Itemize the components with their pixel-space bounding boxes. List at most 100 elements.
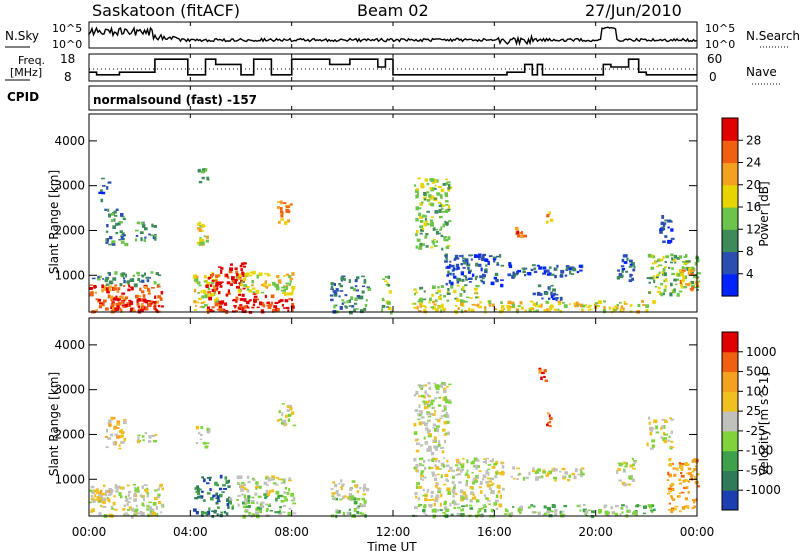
heatmap-cell bbox=[387, 284, 391, 287]
heatmap-cell bbox=[160, 511, 163, 514]
heatmap-cell bbox=[214, 302, 219, 307]
heatmap-cell bbox=[670, 488, 675, 491]
heatmap-cell bbox=[441, 304, 444, 307]
heatmap-cell bbox=[103, 484, 106, 488]
heatmap-cell bbox=[515, 270, 519, 275]
heatmap-cell bbox=[118, 429, 123, 433]
heatmap-cell bbox=[411, 303, 415, 305]
heatmap-cell bbox=[444, 192, 448, 196]
heatmap-cell bbox=[423, 401, 426, 405]
heatmap-cell bbox=[459, 293, 463, 297]
heatmap-cell bbox=[261, 302, 265, 304]
heatmap-cell bbox=[508, 264, 513, 269]
heatmap-cell bbox=[455, 493, 458, 496]
heatmap-cell bbox=[206, 482, 210, 485]
heatmap-cell bbox=[114, 284, 118, 287]
heatmap-cell bbox=[113, 218, 116, 222]
heatmap-cell bbox=[147, 277, 152, 279]
heatmap-cell bbox=[478, 486, 482, 489]
heatmap-cell bbox=[548, 297, 551, 300]
heatmap-cell bbox=[209, 476, 212, 479]
heatmap-cell bbox=[207, 277, 211, 279]
heatmap-cell bbox=[275, 497, 278, 502]
heatmap-cell bbox=[547, 422, 549, 424]
heatmap-cell bbox=[124, 512, 128, 517]
heatmap-cell bbox=[144, 227, 148, 231]
heatmap-cell bbox=[484, 508, 487, 513]
heatmap-cell bbox=[132, 274, 135, 277]
heatmap-cell bbox=[424, 305, 427, 309]
heatmap-cell bbox=[264, 496, 267, 500]
heatmap-cell bbox=[238, 293, 241, 296]
heatmap-cell bbox=[691, 286, 695, 290]
heatmap-cell bbox=[694, 262, 698, 266]
heatmap-cell bbox=[242, 281, 245, 283]
heatmap-cell bbox=[545, 474, 549, 477]
heatmap-cell bbox=[112, 501, 116, 506]
heatmap-cell bbox=[670, 237, 675, 240]
heatmap-cell bbox=[220, 270, 223, 274]
heatmap-cell bbox=[335, 510, 338, 514]
heatmap-cell bbox=[272, 482, 277, 485]
heatmap-cell bbox=[249, 274, 253, 277]
colorbar-segment bbox=[722, 273, 738, 297]
heatmap-cell bbox=[664, 285, 667, 289]
heatmap-cell bbox=[442, 223, 445, 228]
heatmap-cell bbox=[691, 271, 694, 275]
power-colorbar-label: Power [dB] bbox=[757, 181, 771, 246]
heatmap-cell bbox=[616, 276, 621, 280]
heatmap-cell bbox=[281, 412, 284, 416]
heatmap-cell bbox=[676, 293, 680, 297]
heatmap-cell bbox=[149, 509, 154, 513]
heatmap-cell bbox=[682, 261, 686, 263]
heatmap-cell bbox=[255, 487, 258, 490]
heatmap-cell bbox=[142, 298, 146, 302]
heatmap-cell bbox=[427, 459, 431, 462]
heatmap-cell bbox=[196, 425, 199, 429]
heatmap-cell bbox=[151, 223, 154, 228]
heatmap-cell bbox=[201, 176, 205, 180]
heatmap-cell bbox=[120, 213, 124, 217]
heatmap-cell bbox=[438, 215, 443, 219]
heatmap-cell bbox=[455, 268, 458, 271]
heatmap-cell bbox=[495, 460, 499, 465]
heatmap-cell bbox=[617, 467, 621, 471]
heatmap-cell bbox=[291, 289, 294, 293]
heatmap-cell bbox=[255, 289, 260, 294]
heatmap-cell bbox=[439, 502, 442, 507]
heatmap-cell bbox=[280, 478, 284, 481]
heatmap-cell bbox=[588, 304, 592, 307]
heatmap-cell bbox=[107, 208, 110, 212]
heatmap-cell bbox=[233, 305, 237, 307]
heatmap-cell bbox=[113, 425, 117, 429]
heatmap-cell bbox=[251, 496, 255, 499]
heatmap-cell bbox=[696, 258, 700, 263]
heatmap-cell bbox=[342, 511, 346, 516]
heatmap-cell bbox=[336, 493, 341, 497]
heatmap-cell bbox=[265, 509, 268, 513]
heatmap-cell bbox=[467, 475, 470, 479]
heatmap-cell bbox=[633, 266, 636, 269]
heatmap-cell bbox=[552, 297, 556, 301]
heatmap-cell bbox=[386, 306, 390, 308]
heatmap-cell bbox=[445, 181, 449, 186]
heatmap-cell bbox=[568, 303, 571, 305]
velocity-colorbar-tick-label: -25 bbox=[746, 424, 766, 438]
heatmap-cell bbox=[685, 486, 689, 490]
heatmap-cell bbox=[234, 306, 237, 309]
heatmap-cell bbox=[98, 492, 102, 496]
heatmap-cell bbox=[119, 283, 123, 287]
heatmap-cell bbox=[144, 432, 147, 435]
heatmap-cell bbox=[649, 447, 654, 450]
heatmap-cell bbox=[580, 474, 583, 478]
velocity-colorbar-tick-label: 25 bbox=[746, 404, 761, 418]
heatmap-cell bbox=[258, 485, 262, 489]
heatmap-cell bbox=[420, 477, 423, 480]
heatmap-cell bbox=[437, 419, 441, 423]
heatmap-cell bbox=[227, 505, 230, 509]
heatmap-cell bbox=[495, 499, 499, 503]
heatmap-cell bbox=[603, 300, 606, 303]
heatmap-cell bbox=[535, 476, 539, 480]
heatmap-cell bbox=[681, 279, 685, 283]
heatmap-cell bbox=[449, 263, 452, 267]
